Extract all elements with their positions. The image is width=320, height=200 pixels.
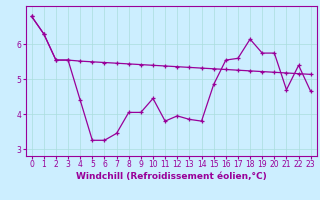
X-axis label: Windchill (Refroidissement éolien,°C): Windchill (Refroidissement éolien,°C) bbox=[76, 172, 267, 181]
